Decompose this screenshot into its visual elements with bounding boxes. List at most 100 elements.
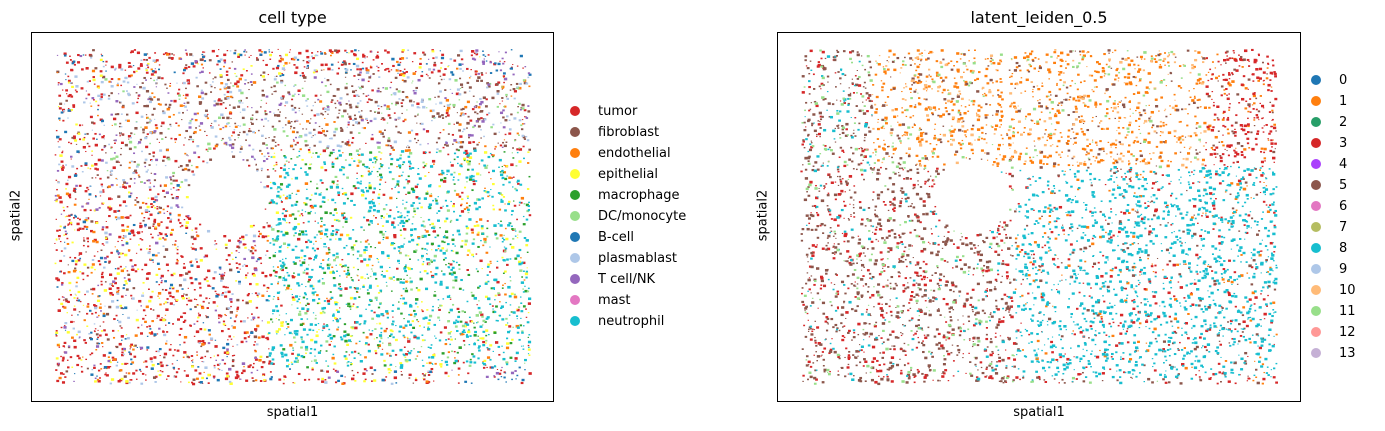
legend-label: 8: [1339, 240, 1348, 256]
legend-item: 7: [1311, 217, 1347, 237]
legend-label: tumor: [598, 103, 638, 119]
plot-area: [31, 32, 554, 402]
x-axis-label: spatial1: [266, 405, 319, 420]
legend-marker: [1311, 180, 1321, 190]
legend-marker: [1311, 201, 1321, 211]
legend-label: 7: [1339, 219, 1348, 235]
legend-item: B-cell: [570, 227, 634, 247]
legend-marker: [570, 169, 580, 179]
legend-label: fibroblast: [598, 124, 660, 140]
legend-label: DC/monocyte: [598, 208, 687, 224]
legend-marker: [570, 127, 580, 137]
series-1: [56, 49, 532, 384]
legend-marker: [1311, 96, 1321, 106]
legend-label: B-cell: [598, 229, 634, 245]
scatter-plot: [54, 48, 532, 386]
legend-item: 5: [1311, 175, 1347, 195]
legend: tumor fibroblast endothelial epithelial macr…: [570, 101, 700, 331]
legend-item: tumor: [570, 101, 637, 121]
series-5: [104, 75, 530, 368]
cell-type-panel: cell type spatial2 spatial1 tumor fibrobl…: [8, 8, 700, 420]
legend-label: 0: [1339, 72, 1348, 88]
series-8: [804, 55, 1278, 385]
legend-marker: [570, 106, 580, 116]
legend-label: 12: [1339, 324, 1356, 340]
legend-marker: [1311, 285, 1321, 295]
series-3: [54, 49, 531, 385]
legend-label: 2: [1339, 114, 1348, 130]
legend-marker: [1311, 327, 1321, 337]
legend-marker: [1311, 117, 1321, 127]
legend-marker: [570, 253, 580, 263]
legend-label: 13: [1339, 345, 1356, 361]
legend-item: macrophage: [570, 185, 680, 205]
x-axis-label: spatial1: [1013, 405, 1065, 420]
legend-label: 1: [1339, 93, 1348, 109]
legend-label: plasmablast: [598, 250, 677, 266]
legend-label: mast: [598, 292, 631, 308]
chart-title: latent_leiden_0.5: [970, 8, 1108, 27]
legend-marker: [570, 316, 580, 326]
legend-marker: [1311, 222, 1321, 232]
legend-item: epithelial: [570, 164, 658, 184]
legend-item: 8: [1311, 238, 1347, 258]
legend-item: 3: [1311, 133, 1347, 153]
legend-label: epithelial: [598, 166, 658, 182]
legend-label: 9: [1339, 261, 1348, 277]
legend-item: neutrophil: [570, 311, 664, 331]
y-axis-label: spatial2: [8, 189, 24, 242]
legend-marker: [1311, 75, 1321, 85]
legend-label: 6: [1339, 198, 1348, 214]
legend-marker: [570, 211, 580, 221]
legend-label: endothelial: [598, 145, 671, 161]
legend-marker: [1311, 243, 1321, 253]
legend-item: mast: [570, 290, 631, 310]
legend-item: fibroblast: [570, 122, 659, 142]
legend-item: 1: [1311, 91, 1347, 111]
legend-item: endothelial: [570, 143, 671, 163]
series-10: [871, 49, 1207, 167]
legend-marker: [1311, 264, 1321, 274]
series-1: [872, 49, 1278, 385]
legend-label: 5: [1339, 177, 1348, 193]
legend-marker: [570, 295, 580, 305]
series-8: [54, 49, 531, 383]
series-11: [801, 49, 1202, 385]
legend-item: T cell/NK: [570, 269, 655, 289]
legend-marker: [1311, 306, 1321, 316]
legend-marker: [1311, 138, 1321, 148]
legend-marker: [570, 274, 580, 284]
series-4: [268, 149, 531, 369]
legend-item: 2: [1311, 112, 1347, 132]
plot-area: [777, 32, 1301, 402]
legend-marker: [570, 190, 580, 200]
legend-label: 10: [1339, 282, 1356, 298]
legend-marker: [1311, 159, 1321, 169]
legend-label: T cell/NK: [598, 271, 656, 287]
chart-title: cell type: [258, 8, 327, 27]
legend-label: 4: [1339, 156, 1348, 172]
legend-item: 4: [1311, 154, 1347, 174]
legend-marker: [1311, 348, 1321, 358]
series-5: [800, 49, 1277, 386]
legend-item: DC/monocyte: [570, 206, 686, 226]
legend-marker: [570, 232, 580, 242]
legend-item: 13: [1311, 343, 1356, 363]
y-axis-label: spatial2: [755, 189, 771, 242]
scatter-plot: [800, 48, 1279, 386]
legend-item: 6: [1311, 196, 1347, 216]
legend-item: 11: [1311, 301, 1356, 321]
legend-item: 12: [1311, 322, 1356, 342]
series-10: [267, 149, 532, 369]
legend-marker: [570, 148, 580, 158]
series-6: [55, 49, 532, 384]
legend-item: 9: [1311, 259, 1347, 279]
legend: 0 1 2 3 4 5 6 7 8 9 10 11 12 13: [1311, 70, 1385, 363]
legend-label: macrophage: [598, 187, 680, 203]
legend-item: 10: [1311, 280, 1356, 300]
legend-label: 3: [1339, 135, 1348, 151]
legend-label: 11: [1339, 303, 1356, 319]
legend-item: 0: [1311, 70, 1347, 90]
legend-item: plasmablast: [570, 248, 677, 268]
